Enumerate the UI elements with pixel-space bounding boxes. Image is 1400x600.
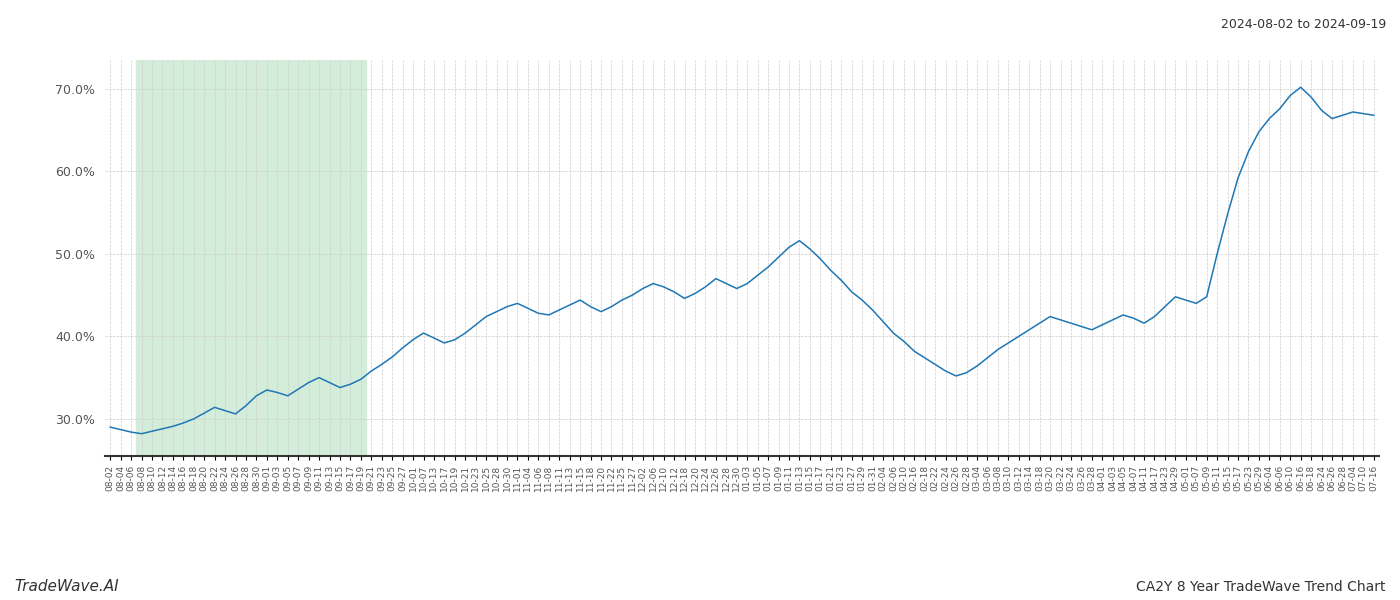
Bar (136, 60, 365, 456)
Text: CA2Y 8 Year TradeWave Trend Chart: CA2Y 8 Year TradeWave Trend Chart (1137, 580, 1386, 594)
Text: 2024-08-02 to 2024-09-19: 2024-08-02 to 2024-09-19 (1221, 18, 1386, 31)
Text: TradeWave.AI: TradeWave.AI (14, 579, 119, 594)
